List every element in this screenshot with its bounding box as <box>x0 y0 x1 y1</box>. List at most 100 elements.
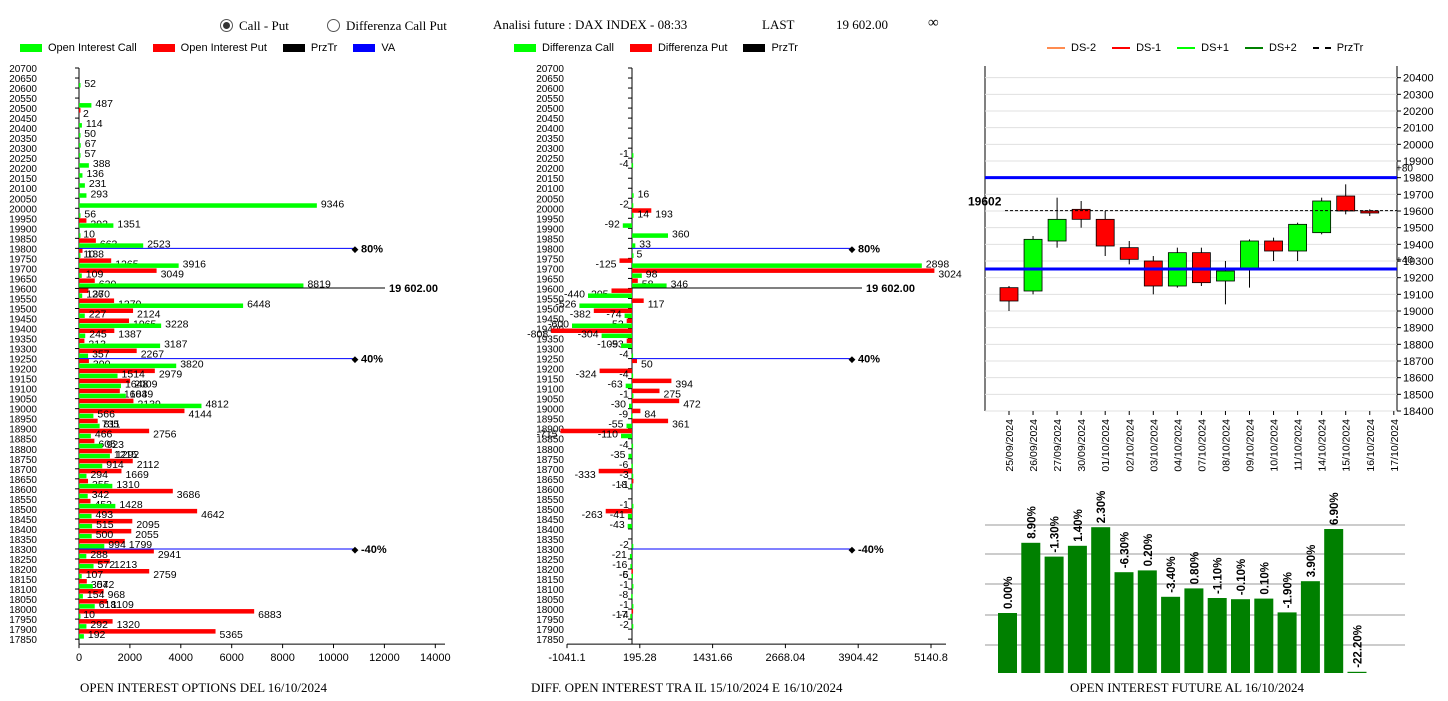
candle-body <box>1216 270 1235 282</box>
y-tick-label: 20200 <box>536 164 564 175</box>
y-tick-label: 19150 <box>9 375 37 386</box>
legend-label: PrzTr <box>771 42 798 54</box>
put-bar <box>79 438 95 444</box>
call-value-label: 994 <box>108 539 126 551</box>
call-bar <box>79 564 94 569</box>
call-bar <box>79 333 86 339</box>
call-bar <box>79 523 93 529</box>
call-bar <box>631 353 634 359</box>
call-value-label: -1 <box>620 389 629 401</box>
oi-bar <box>1324 529 1344 673</box>
oi-bar <box>1347 671 1367 673</box>
y-tick-label: 18850 <box>536 435 564 446</box>
radio-differenza[interactable]: Differenza Call Put <box>327 18 447 34</box>
put-bar <box>79 428 150 434</box>
y-tick-label: 19700 <box>536 264 564 275</box>
legend-swatch <box>282 44 305 52</box>
call-value-label: 109 <box>86 268 104 280</box>
call-bar <box>79 373 118 379</box>
put-value-label: 50 <box>641 359 653 371</box>
put-bar <box>632 378 672 384</box>
call-value-label: -4 <box>619 439 628 451</box>
y-tick-label: 19700 <box>1403 189 1434 201</box>
put-value-label: 3024 <box>938 268 962 280</box>
x-tick-label: 04/10/2024 <box>1172 419 1184 472</box>
call-value-label: -30 <box>611 399 626 411</box>
y-tick-label: 20500 <box>9 104 37 115</box>
legend-label: PrzTr <box>1336 42 1364 54</box>
x-tick-label: 2000 <box>118 652 142 664</box>
va-arrow: ◆ <box>849 244 856 254</box>
call-bar <box>79 403 202 409</box>
put-bar <box>631 569 633 574</box>
y-tick-label: 18150 <box>9 575 37 586</box>
call-bar <box>79 463 103 469</box>
legend-swatch <box>20 44 42 52</box>
call-bar <box>79 143 81 148</box>
call-bar <box>79 323 162 329</box>
call-bar <box>631 463 633 469</box>
last-value: 19 602.00 <box>836 17 888 32</box>
x-tick-label: 3904.42 <box>838 652 878 664</box>
legend-item: PrzTr <box>1312 42 1364 54</box>
y-tick-label: 18550 <box>536 495 564 506</box>
call-bar <box>631 543 634 549</box>
call-value-label: -18 <box>612 479 627 491</box>
put-bar <box>632 298 644 303</box>
call-bar <box>79 263 179 268</box>
y-tick-label: 20150 <box>536 174 564 185</box>
radio-call-put[interactable]: Call - Put <box>220 18 289 34</box>
call-bar <box>627 513 632 519</box>
call-bar <box>79 634 84 639</box>
call-value-label: 515 <box>96 519 114 531</box>
call-bar <box>79 253 81 258</box>
call-bar <box>79 433 91 439</box>
legend-label: PrzTr <box>310 42 338 54</box>
oi-bar <box>1254 598 1274 673</box>
y-tick-label: 19800 <box>9 244 37 255</box>
call-value-label: 923 <box>106 439 124 451</box>
put-bar <box>632 208 652 213</box>
call-value-label: 56 <box>84 208 96 220</box>
put-value-label: -808 <box>527 329 548 341</box>
put-bar <box>79 579 87 584</box>
put-bar <box>79 318 130 323</box>
call-bar <box>625 383 632 389</box>
va-arrow: ◆ <box>849 544 856 554</box>
y-tick-label: 18800 <box>1403 339 1434 351</box>
call-bar <box>622 223 632 228</box>
oi-bar <box>1207 598 1227 673</box>
call-value-label: -9 <box>619 409 628 421</box>
put-bar <box>79 268 157 273</box>
put-bar <box>626 318 632 323</box>
legend-swatch <box>514 44 536 52</box>
call-value-label: 293 <box>90 188 108 200</box>
legend-label: DS+1 <box>1201 42 1229 54</box>
x-tick-label: 01/10/2024 <box>1100 419 1112 472</box>
legend-item: VA <box>353 42 395 54</box>
call-bar <box>632 283 667 288</box>
call-bar <box>79 483 113 489</box>
radio-unselected-icon <box>327 19 340 32</box>
call-value-label: 6448 <box>247 298 271 310</box>
call-bar <box>621 343 632 349</box>
oi-bar <box>1300 581 1320 673</box>
call-bar <box>79 83 81 88</box>
call-bar <box>630 564 632 569</box>
y-tick-label: 18700 <box>1403 356 1434 368</box>
price-line-label: 19 602.00 <box>389 283 438 295</box>
call-bar <box>631 574 633 579</box>
call-value-label: 500 <box>96 529 114 541</box>
call-bar <box>631 393 634 399</box>
call-bar <box>79 233 81 238</box>
y-tick-label: 19750 <box>9 254 37 265</box>
x-tick-label: 09/10/2024 <box>1245 419 1257 472</box>
call-bar <box>632 273 642 278</box>
y-tick-label: 20350 <box>536 134 564 145</box>
x-tick-label: 12000 <box>369 652 400 664</box>
y-tick-label: 19650 <box>536 274 564 285</box>
y-tick-label: 20100 <box>9 184 37 195</box>
put-bar <box>79 458 133 464</box>
call-value-label: -1 <box>620 579 629 591</box>
call-value-label: -304 <box>578 329 599 341</box>
